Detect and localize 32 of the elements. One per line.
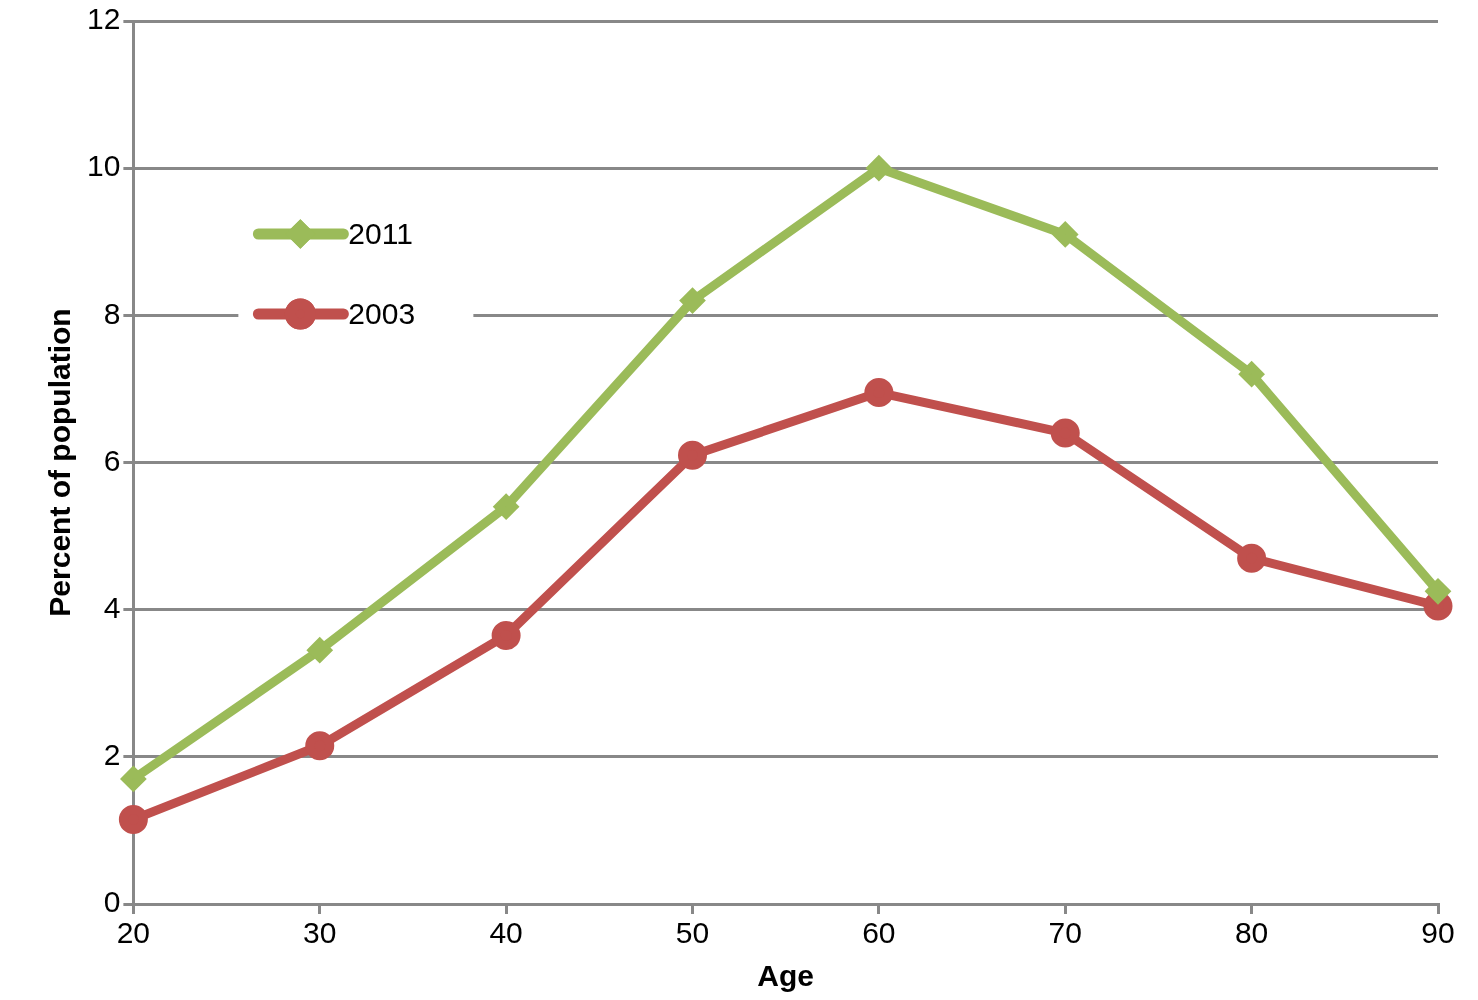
- point: [1050, 418, 1080, 448]
- point: [491, 620, 521, 650]
- point: [121, 767, 145, 791]
- legend-label: 2003: [348, 297, 416, 331]
- point: [305, 731, 335, 761]
- x-tick-label: 70: [1048, 916, 1082, 950]
- point: [678, 440, 707, 470]
- x-tick-label: 90: [1421, 916, 1455, 950]
- x-tick-label: 50: [675, 916, 710, 950]
- point: [306, 636, 333, 664]
- point: [1237, 543, 1267, 573]
- y-axis-title: Percent of population: [43, 308, 77, 617]
- point: [1053, 222, 1077, 246]
- point: [1426, 579, 1450, 603]
- point: [864, 378, 894, 408]
- x-tick-label: 30: [303, 916, 337, 950]
- legend-label: 2011: [348, 217, 413, 251]
- x-tick-label: 40: [489, 916, 523, 950]
- x-tick-label: 60: [862, 916, 896, 950]
- x-tick-label: 20: [116, 916, 151, 950]
- y-tick-label: 2: [103, 738, 121, 772]
- y-tick-label: 0: [103, 885, 121, 919]
- y-tick-label: 8: [103, 296, 121, 330]
- point: [865, 154, 892, 182]
- y-tick-label: 12: [86, 2, 121, 36]
- point: [118, 804, 148, 834]
- y-tick-label: 6: [103, 443, 121, 477]
- x-tick-label: 80: [1234, 916, 1269, 950]
- y-tick-label: 4: [103, 590, 121, 624]
- y-tick-label: 10: [86, 149, 121, 183]
- x-axis-title: Age: [757, 959, 815, 993]
- point: [1238, 360, 1265, 388]
